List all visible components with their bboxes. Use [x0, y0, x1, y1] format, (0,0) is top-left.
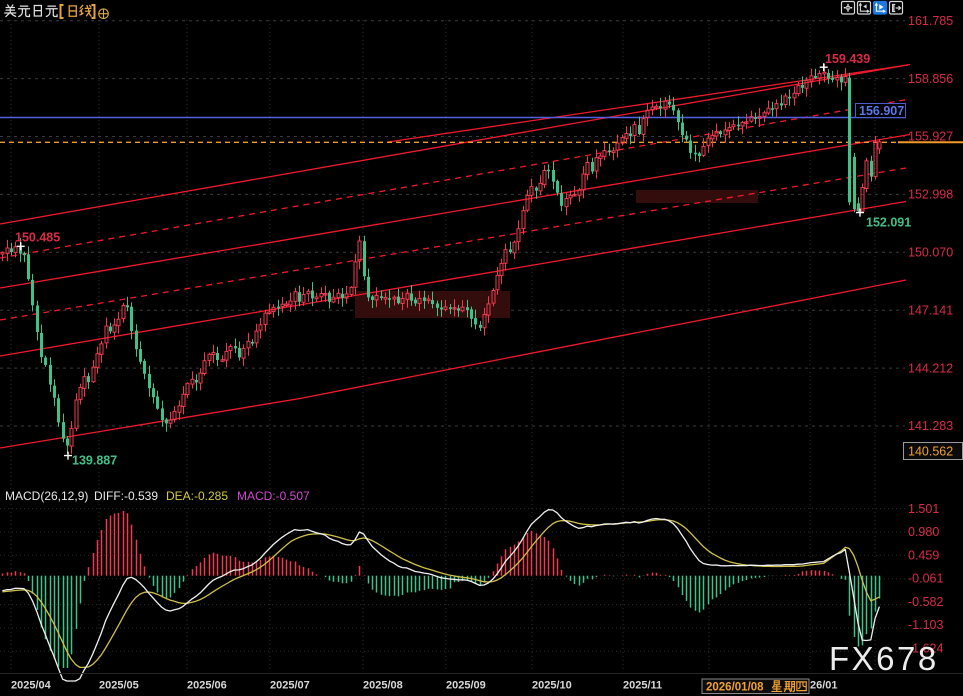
svg-text:MACD(26,12,9): MACD(26,12,9) — [5, 489, 88, 503]
svg-text:2026/01/08: 2026/01/08 — [706, 682, 764, 694]
svg-text:156.907: 156.907 — [859, 104, 904, 118]
svg-text:147.141: 147.141 — [908, 303, 953, 317]
svg-text:2025/06: 2025/06 — [187, 680, 227, 692]
svg-text:-1.624: -1.624 — [908, 642, 943, 656]
svg-text:MACD:-0.507: MACD:-0.507 — [237, 489, 310, 503]
svg-text:DEA:-0.285: DEA:-0.285 — [166, 489, 228, 503]
svg-text:150.070: 150.070 — [908, 246, 953, 260]
svg-text:2025/09: 2025/09 — [446, 680, 486, 692]
svg-text:2025/05: 2025/05 — [99, 680, 139, 692]
svg-text:155.927: 155.927 — [908, 130, 953, 144]
svg-text:FX678: FX678 — [829, 640, 939, 677]
svg-text:-0.061: -0.061 — [908, 572, 943, 586]
svg-text:26/01: 26/01 — [810, 680, 838, 692]
svg-text:2025/04: 2025/04 — [11, 680, 52, 692]
svg-text:DIFF:-0.539: DIFF:-0.539 — [94, 489, 158, 503]
svg-text:144.212: 144.212 — [908, 361, 953, 375]
svg-text:139.887: 139.887 — [72, 454, 117, 468]
svg-text:0.980: 0.980 — [908, 525, 939, 539]
svg-text:-1.103: -1.103 — [908, 618, 943, 632]
svg-text:2025/11: 2025/11 — [623, 680, 662, 692]
svg-text:-0.582: -0.582 — [908, 595, 943, 609]
svg-text:150.485: 150.485 — [15, 231, 60, 245]
svg-text:141.283: 141.283 — [908, 419, 953, 433]
svg-text:140.562: 140.562 — [908, 445, 953, 459]
svg-text:159.439: 159.439 — [825, 52, 870, 66]
svg-text:2025/08: 2025/08 — [363, 680, 403, 692]
svg-text:1.501: 1.501 — [908, 502, 939, 516]
svg-text:152.091: 152.091 — [866, 216, 911, 230]
svg-text:0.459: 0.459 — [908, 548, 939, 562]
svg-text:2025/10: 2025/10 — [532, 680, 572, 692]
svg-text:158.856: 158.856 — [908, 72, 953, 86]
svg-text:152.998: 152.998 — [908, 188, 953, 202]
svg-text:161.785: 161.785 — [908, 14, 953, 28]
svg-text:2025/07: 2025/07 — [270, 680, 310, 692]
